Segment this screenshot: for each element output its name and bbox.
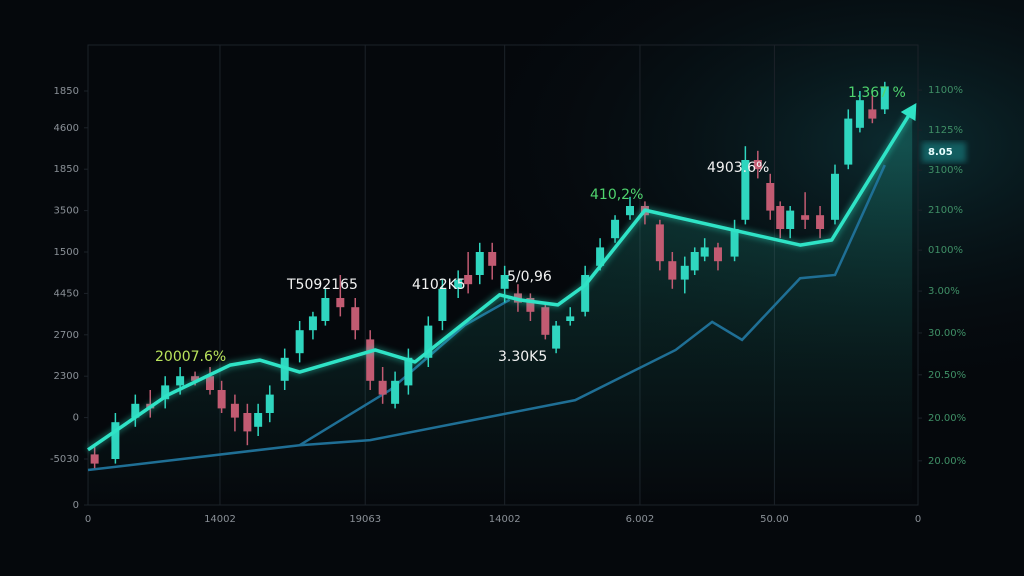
candle-body	[500, 275, 509, 289]
y2-tick-highlight	[922, 142, 966, 163]
annotation: 20007.6%	[155, 349, 226, 365]
candle-body	[741, 160, 750, 220]
candle-body	[161, 385, 170, 400]
y-tick-label: 1850	[54, 86, 79, 97]
candle-body	[868, 109, 877, 119]
annotation: 4903.6%	[707, 160, 769, 176]
annotation: 410,2%	[590, 187, 643, 203]
candle-body	[391, 380, 400, 404]
annotation: 5/0,96	[507, 269, 552, 285]
candle-body	[475, 252, 484, 275]
x-tick-label: 14002	[204, 514, 236, 525]
y2-tick-label: 1125%	[928, 125, 963, 136]
candle-body	[801, 215, 810, 220]
y2-tick-label: 20.00%	[928, 456, 966, 467]
candle-body	[596, 247, 605, 266]
trend-line	[87, 164, 886, 472]
candle-body	[611, 219, 620, 239]
candle-body	[655, 224, 664, 262]
candle-body	[243, 413, 252, 432]
y2-tick-label: 8.05	[928, 147, 953, 158]
candle-body	[713, 247, 722, 262]
candle-body	[464, 275, 473, 285]
candle-body	[295, 330, 304, 354]
x-tick-label: 6.002	[626, 514, 655, 525]
candle-body	[526, 298, 535, 312]
x-tick-label: 19063	[349, 514, 381, 525]
candle-body	[111, 422, 120, 459]
y2-tick-label: 1100%	[928, 85, 963, 96]
candle-body	[230, 403, 239, 418]
y-tick-label: 0	[73, 500, 79, 511]
x-tick-label: 50.00	[760, 514, 789, 525]
candle-body	[176, 376, 185, 386]
candle-body	[541, 307, 550, 335]
y-tick-label: 4450	[54, 288, 79, 299]
main-line	[87, 108, 914, 452]
candle-body	[254, 413, 263, 427]
candle-body	[786, 210, 795, 229]
annotation: 1.367 %	[848, 85, 906, 101]
y2-tick-label: 20.50%	[928, 370, 966, 381]
annotation: 4102K5	[412, 277, 466, 293]
candle-body	[700, 247, 709, 257]
candle-body	[690, 252, 699, 271]
candle-body	[880, 86, 889, 110]
candle-body	[766, 183, 775, 211]
y-tick-label: 1500	[54, 247, 79, 258]
annotation: T5092165	[286, 277, 358, 293]
candle-body	[206, 376, 215, 390]
candle-body	[217, 390, 226, 409]
x-tick-label: 0	[85, 514, 91, 525]
candle-body	[366, 339, 375, 381]
candle-body	[855, 100, 864, 128]
candle-body	[424, 325, 433, 358]
arrow-head	[900, 103, 917, 122]
y-tick-label: 2700	[54, 330, 79, 341]
candle-body	[753, 160, 762, 170]
candle-body	[321, 298, 330, 321]
candle-body	[668, 261, 677, 280]
candle-body	[730, 229, 739, 257]
candle-body	[438, 288, 447, 321]
y-tick-label: -5030	[50, 454, 79, 465]
candle-body	[336, 298, 345, 308]
candle-body	[844, 118, 853, 165]
candle-body	[625, 206, 634, 216]
candle-body	[404, 357, 413, 386]
y2-tick-label: 0100%	[928, 245, 963, 256]
y2-tick-label: 3100%	[928, 165, 963, 176]
y2-tick-label: 2100%	[928, 205, 963, 216]
candle-body	[90, 454, 99, 464]
y-tick-label: 2300	[54, 371, 79, 382]
candle-body	[680, 265, 689, 280]
candle-body	[378, 380, 387, 395]
x-tick-label: 0	[915, 514, 921, 525]
candle-body	[816, 215, 825, 229]
y-tick-label: 4600	[54, 123, 79, 134]
y2-tick-label: 3.00%	[928, 286, 960, 297]
candle-body	[831, 173, 839, 220]
y-tick-label: 0	[73, 413, 79, 424]
x-tick-label: 14002	[489, 514, 521, 525]
candle-body	[308, 316, 317, 331]
candle-body	[581, 275, 590, 312]
area-fill	[88, 109, 913, 506]
y-tick-label: 3500	[54, 206, 79, 217]
y2-tick-label: 20.00%	[928, 413, 966, 424]
candle-body	[454, 279, 463, 289]
candle-body	[265, 394, 274, 413]
candle-body	[566, 316, 575, 321]
candle-body	[776, 206, 785, 229]
candle-body	[351, 307, 360, 331]
candle-body	[488, 252, 497, 266]
annotation: 3.30K5	[498, 349, 547, 365]
y2-tick-label: 30.00%	[928, 328, 966, 339]
candle-body	[552, 325, 561, 349]
candle-body	[131, 403, 140, 418]
y-tick-label: 1850	[54, 164, 79, 175]
